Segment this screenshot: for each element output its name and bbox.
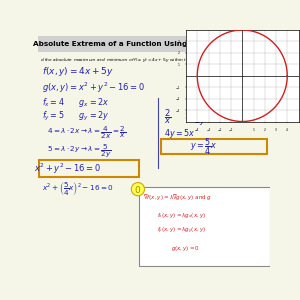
Text: $\it{d\ the\ absolute\ maximum\ and\ minimum\ of}\ f(x, y) = 4x + 5y\ \it{within: $\it{d\ the\ absolute\ maximum\ and\ min…: [40, 56, 221, 66]
Text: $5 = \lambda \cdot 2y \rightarrow \lambda = \dfrac{5}{2y}$: $5 = \lambda \cdot 2y \rightarrow \lambd…: [47, 143, 112, 160]
Text: $\times$: $\times$: [183, 111, 192, 122]
Text: $4y = 5x$: $4y = 5x$: [164, 127, 196, 140]
Text: $y = \dfrac{5}{4}x$: $y = \dfrac{5}{4}x$: [190, 136, 218, 157]
Text: $g(x,y) = 0$: $g(x,y) = 0$: [171, 244, 200, 253]
Text: $x^2+\left(\dfrac{5}{4}x\right)^2-16 = 0$: $x^2+\left(\dfrac{5}{4}x\right)^2-16 = 0…: [42, 180, 114, 197]
Text: $x^2+y^2-16 = 0$: $x^2+y^2-16 = 0$: [34, 161, 101, 176]
Text: $0$: $0$: [134, 184, 142, 195]
Text: $\nabla f(x,y) = \lambda\nabla g(x,y)$ and $g$: $\nabla f(x,y) = \lambda\nabla g(x,y)$ a…: [143, 191, 212, 202]
Text: $f_x = 4 \quad\quad g_x = 2x$: $f_x = 4 \quad\quad g_x = 2x$: [42, 97, 110, 110]
Text: $f_y(x,y) = \lambda g_y(x,y)$: $f_y(x,y) = \lambda g_y(x,y)$: [157, 226, 206, 236]
Text: $4 = \lambda \cdot 2x \rightarrow \lambda = \dfrac{4}{2x} = \dfrac{2}{x}$: $4 = \lambda \cdot 2x \rightarrow \lambd…: [47, 125, 126, 141]
Text: $\dfrac{2}{x}$: $\dfrac{2}{x}$: [164, 107, 172, 126]
Text: $f(x,y) = 4x+5y$: $f(x,y) = 4x+5y$: [42, 65, 114, 78]
Text: $f_x(x,y) = \lambda g_x(x,y)$: $f_x(x,y) = \lambda g_x(x,y)$: [157, 211, 206, 220]
Text: Absolute Extrema of a Function Using Lagrange Multipliers: Absolute Extrema of a Function Using Lag…: [33, 41, 274, 47]
Bar: [38, 36, 270, 52]
FancyBboxPatch shape: [139, 187, 270, 266]
Text: $\dfrac{5}{2y}$: $\dfrac{5}{2y}$: [194, 106, 207, 128]
Text: $g(x,y) = x^2+y^2-16 = 0$: $g(x,y) = x^2+y^2-16 = 0$: [42, 81, 145, 95]
Text: $f_y = 5 \quad\quad g_y = 2y$: $f_y = 5 \quad\quad g_y = 2y$: [42, 110, 110, 123]
